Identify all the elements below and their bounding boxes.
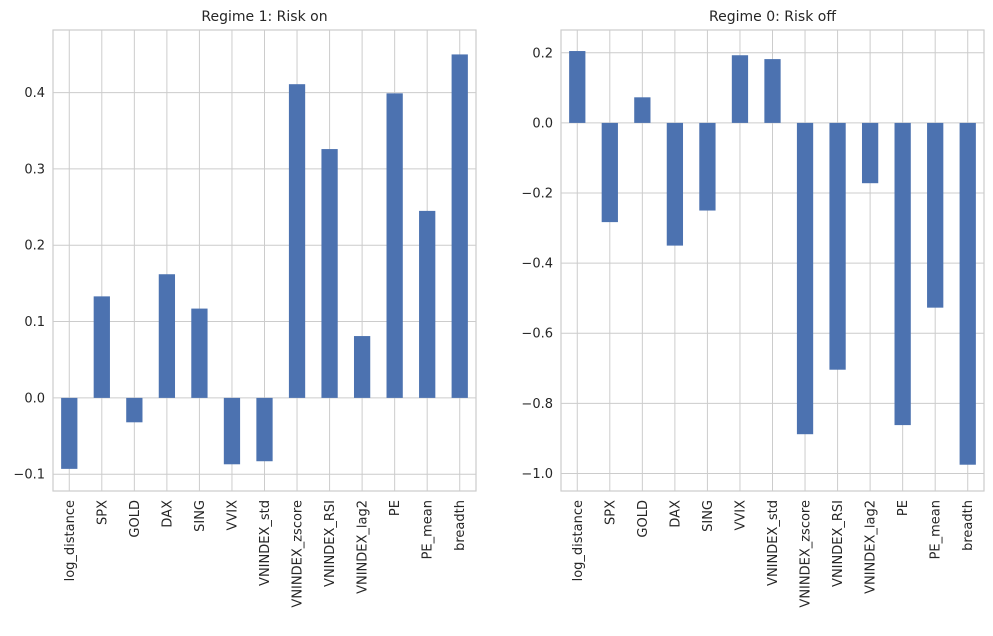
bar-gold bbox=[634, 97, 651, 123]
x-tick-label: SING bbox=[193, 500, 208, 532]
y-tick-label: 0.0 bbox=[532, 116, 553, 131]
bar-pe-mean bbox=[419, 210, 436, 398]
x-tick-label: DAX bbox=[668, 500, 683, 528]
bar-breadth bbox=[451, 54, 468, 398]
bar-vnindex-zscore bbox=[288, 84, 306, 398]
bar-vvix bbox=[223, 397, 241, 465]
bar-log-distance bbox=[61, 397, 78, 469]
x-tick-label: VVIX bbox=[733, 500, 748, 531]
x-tick-label: SPX bbox=[603, 500, 618, 525]
bar-vnindex-lag2 bbox=[861, 122, 879, 184]
bar-vnindex-zscore bbox=[796, 122, 814, 435]
axes-frame bbox=[52, 29, 477, 492]
y-tick-label: −0.2 bbox=[521, 187, 553, 202]
bar-gold bbox=[126, 397, 143, 423]
y-tick-label: −0.8 bbox=[521, 397, 553, 412]
chart-regime-1: Regime 1: Risk on −0.1 0.0 0.1 0.2 0.3 0.4 log… bbox=[13, 9, 477, 608]
y-tick-label: −0.4 bbox=[521, 257, 553, 272]
x-tick-label: PE bbox=[388, 500, 403, 516]
x-tick-label: VNINDEX_zscore bbox=[799, 500, 814, 608]
chart-regime-0: Regime 0: Risk off −1.0 −0.8 −0.6 −0.4 −0.2 0… bbox=[521, 9, 985, 608]
y-tick-label: −1.0 bbox=[521, 467, 553, 482]
x-tick-label: SPX bbox=[95, 500, 110, 525]
bar-spx bbox=[601, 122, 618, 223]
bar-vnindex-std bbox=[764, 59, 781, 123]
y-tick-label: 0.3 bbox=[24, 162, 45, 177]
bar-vnindex-rsi bbox=[321, 149, 338, 398]
x-tick-label: log_distance bbox=[571, 500, 586, 581]
y-tick-label: −0.1 bbox=[13, 468, 45, 483]
x-tick-label: DAX bbox=[160, 500, 175, 528]
x-tick-label: SING bbox=[701, 500, 716, 532]
bar-vnindex-std bbox=[256, 397, 273, 462]
x-tick-label: breadth bbox=[961, 500, 976, 551]
x-tick-label: VNINDEX_std bbox=[766, 500, 781, 586]
chart-title: Regime 1: Risk on bbox=[201, 9, 327, 25]
bar-pe bbox=[894, 122, 911, 426]
x-tick-label: VNINDEX_std bbox=[258, 500, 273, 586]
bar-vnindex-rsi bbox=[829, 122, 846, 370]
y-tick-label: 0.4 bbox=[24, 86, 45, 101]
chart-title: Regime 0: Risk off bbox=[709, 9, 836, 25]
x-tick-label: VNINDEX_RSI bbox=[831, 500, 846, 587]
bar-pe-mean bbox=[927, 122, 944, 308]
bar-vnindex-lag2 bbox=[353, 336, 371, 398]
bar-log-distance bbox=[569, 51, 586, 123]
x-tick-label: GOLD bbox=[128, 500, 143, 538]
x-tick-label: VNINDEX_lag2 bbox=[356, 500, 371, 594]
axes-frame bbox=[560, 29, 985, 492]
bar-dax bbox=[666, 122, 684, 246]
x-tick-label: VNINDEX_RSI bbox=[323, 500, 338, 587]
bar-dax bbox=[158, 274, 176, 398]
y-tick-label: −0.6 bbox=[521, 327, 553, 342]
x-tick-label: PE_mean bbox=[421, 500, 436, 559]
x-tick-label: GOLD bbox=[636, 500, 651, 538]
x-tick-label: PE bbox=[896, 500, 911, 516]
bar-sing bbox=[191, 308, 208, 398]
x-tick-label: PE_mean bbox=[929, 500, 944, 559]
y-tick-label: 0.2 bbox=[532, 46, 553, 61]
bar-breadth bbox=[959, 122, 976, 465]
x-tick-label: breadth bbox=[453, 500, 468, 551]
bar-spx bbox=[93, 296, 110, 398]
x-tick-label: VNINDEX_lag2 bbox=[864, 500, 879, 594]
bar-vvix bbox=[731, 55, 749, 123]
bar-pe bbox=[386, 93, 403, 398]
y-tick-label: 0.2 bbox=[24, 239, 45, 254]
x-tick-label: VNINDEX_zscore bbox=[291, 500, 306, 608]
x-tick-label: VVIX bbox=[225, 500, 240, 531]
x-tick-label: log_distance bbox=[63, 500, 78, 581]
y-tick-label: 0.0 bbox=[24, 391, 45, 406]
y-tick-label: 0.1 bbox=[24, 315, 45, 330]
bar-sing bbox=[699, 122, 716, 211]
